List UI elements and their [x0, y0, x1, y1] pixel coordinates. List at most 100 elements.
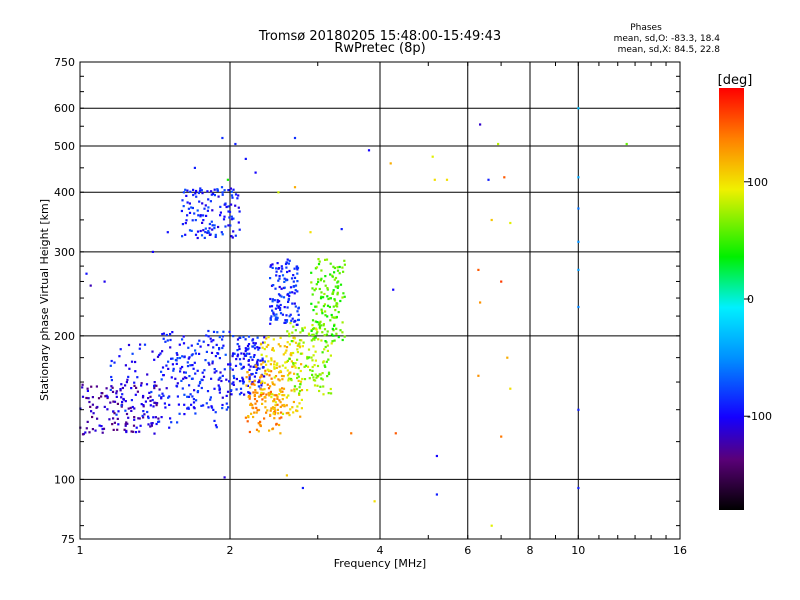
data-point [278, 423, 281, 427]
data-point [317, 263, 321, 266]
data-point [322, 324, 325, 327]
data-point [198, 200, 201, 203]
data-point [281, 398, 284, 401]
data-point [149, 404, 152, 407]
data-point [288, 357, 291, 360]
data-point [320, 377, 323, 380]
data-point [88, 431, 91, 434]
data-point [216, 331, 219, 334]
data-point [199, 229, 202, 233]
data-point [263, 348, 266, 351]
data-point [248, 394, 251, 398]
data-point [137, 417, 140, 420]
data-point [320, 308, 323, 311]
data-point [160, 378, 163, 381]
data-point [149, 425, 152, 428]
data-point [326, 344, 329, 347]
data-point [339, 299, 342, 303]
data-point [268, 369, 271, 372]
data-point [320, 310, 324, 313]
data-point [110, 375, 113, 379]
data-point [333, 339, 336, 342]
data-point [230, 215, 233, 218]
data-point [188, 202, 191, 205]
data-point [577, 107, 580, 110]
data-point [577, 268, 580, 271]
data-point [389, 162, 392, 165]
data-point [280, 265, 283, 268]
data-point [236, 338, 240, 341]
colorbar-ticks: 100 0 -100 [744, 176, 772, 423]
data-point [142, 405, 145, 408]
data-point [268, 429, 271, 432]
data-point [323, 348, 326, 351]
data-point [273, 376, 276, 379]
data-point [105, 387, 108, 390]
data-point [341, 331, 344, 334]
data-point [281, 378, 284, 381]
data-point [249, 386, 252, 389]
data-point [285, 320, 288, 323]
data-point [226, 390, 230, 393]
data-point [210, 406, 214, 409]
x-tick-label: 2 [227, 544, 234, 557]
data-point [331, 275, 334, 278]
data-point [273, 314, 276, 317]
data-point [132, 424, 136, 427]
data-point [306, 389, 309, 392]
data-point [205, 350, 208, 353]
data-point [269, 363, 272, 366]
data-point [248, 368, 251, 371]
data-point [324, 275, 327, 278]
data-point [289, 313, 292, 316]
data-point [248, 352, 251, 355]
data-point [211, 228, 214, 231]
data-point [339, 283, 343, 286]
data-point [133, 381, 136, 384]
data-point [251, 381, 254, 384]
data-point [260, 375, 263, 378]
data-point [213, 224, 216, 227]
data-point [187, 395, 191, 398]
data-point [143, 413, 146, 416]
data-point [497, 142, 500, 146]
data-point [336, 269, 340, 272]
data-point [224, 202, 227, 205]
data-point [278, 275, 281, 278]
data-point [188, 375, 191, 378]
data-point [127, 407, 130, 410]
data-point [87, 397, 90, 400]
data-point [248, 430, 251, 434]
data-point [294, 284, 298, 287]
data-point [293, 186, 297, 189]
data-point [253, 344, 256, 347]
data-point [160, 397, 163, 400]
data-point [176, 357, 179, 360]
data-point [326, 375, 329, 378]
data-point [320, 269, 323, 272]
data-point [97, 397, 101, 400]
data-point [294, 305, 297, 308]
data-point [230, 235, 233, 238]
data-point [250, 412, 253, 415]
data-point [229, 187, 232, 190]
data-point [292, 340, 295, 343]
data-point [206, 231, 209, 234]
data-point [283, 345, 286, 348]
data-point [208, 363, 211, 366]
data-point [248, 377, 251, 380]
data-point [267, 343, 270, 347]
data-point [293, 267, 296, 270]
data-point [285, 412, 288, 415]
data-point [240, 352, 243, 355]
data-point [215, 343, 218, 346]
data-point [340, 228, 343, 231]
data-point [150, 424, 153, 427]
data-point [500, 435, 503, 438]
data-point [162, 337, 165, 340]
data-point [278, 393, 281, 396]
data-point [249, 356, 252, 359]
data-point [326, 330, 329, 333]
data-point [103, 280, 106, 283]
data-point [192, 193, 195, 197]
